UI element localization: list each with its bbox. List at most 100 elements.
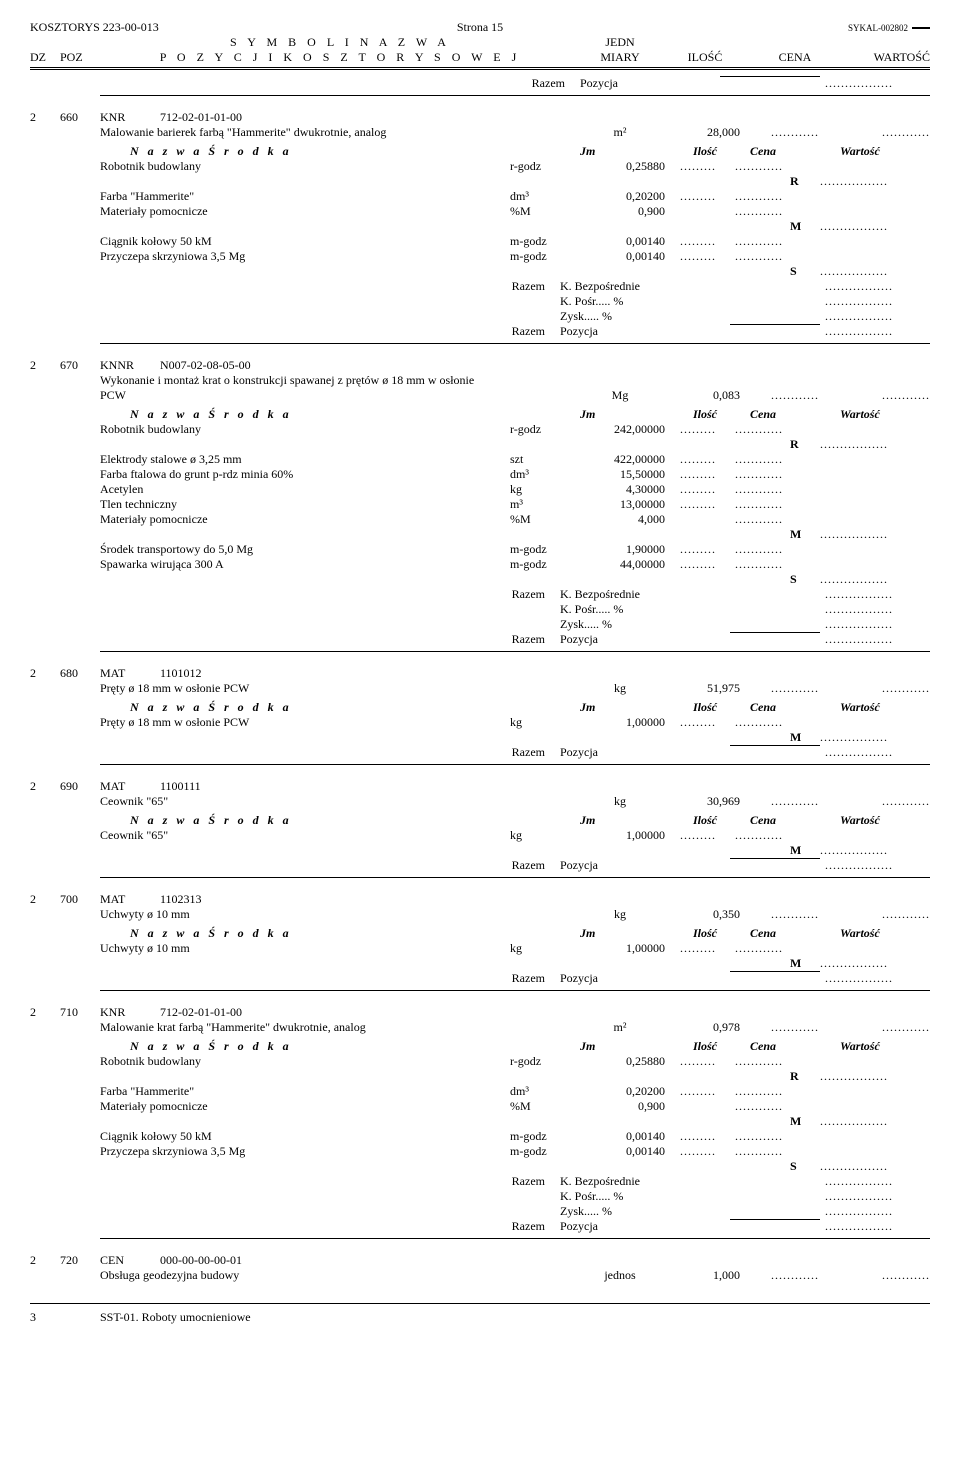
unit: kg	[580, 794, 660, 809]
calc-razem-poz: RazemPozycja.................	[30, 632, 930, 647]
poz-value: 690	[60, 779, 100, 794]
poz-value: 700	[60, 892, 100, 907]
quantity: 1,000	[660, 1268, 750, 1283]
top-razem-pozycja: Razem Pozycja .................	[30, 76, 930, 91]
calc-bezposrednie: RazemK. Bezpośrednie.................	[30, 1174, 930, 1189]
sum-s: S.................	[30, 572, 930, 587]
position-title: Malowanie krat farbą "Hammerite" dwukrot…	[100, 1020, 580, 1035]
srodka-header: N a z w a Ś r o d k a Jm Ilość Cena Wart…	[30, 407, 930, 422]
calc-razem-poz: RazemPozycja.................	[30, 858, 930, 873]
dz-value: 2	[30, 666, 60, 681]
page-number: Strona 15	[330, 20, 630, 35]
dots: ............	[840, 681, 930, 696]
sum-m: M.................	[30, 956, 930, 971]
column-headers: DZ POZ S Y M B O L I N A Z W A P O Z Y C…	[30, 35, 930, 68]
col-jedn: JEDN MIARY	[580, 35, 660, 65]
position-670: 2 670 KNNR N007-02-08-05-00 Wykonanie i …	[30, 358, 930, 652]
code-number: 1101012	[160, 666, 320, 681]
calc-bezposrednie: RazemK. Bezpośrednie.................	[30, 587, 930, 602]
sykal-code: SYKAL-002802	[848, 23, 930, 33]
item-row: Ciągnik kołowy 50 kM m-godz0,00140 .....…	[30, 1129, 930, 1144]
srodka-header: N a z w a Ś r o d k a JmIlość CenaWartoś…	[30, 926, 930, 941]
code-number: 712-02-01-01-00	[160, 110, 320, 125]
calc-razem-poz: RazemPozycja.................	[30, 971, 930, 986]
item-row: Elektrody stalowe ø 3,25 mm szt422,00000…	[30, 452, 930, 467]
footer-num: 3	[30, 1310, 60, 1325]
dots: ............	[840, 907, 930, 922]
item-row: Materiały pomocnicze %M4,000 ...........…	[30, 512, 930, 527]
code-type: MAT	[100, 779, 160, 794]
dots: ............	[840, 1020, 930, 1035]
item-row: Robotnik budowlany r-godz0,25880 .......…	[30, 1054, 930, 1069]
calc-zysk: Zysk..... %.................	[30, 617, 930, 632]
position-title: Pręty ø 18 mm w osłonie PCW	[100, 681, 580, 696]
col-cena: CENA	[750, 50, 840, 65]
quantity: 0,350	[660, 907, 750, 922]
position-title-line2: PCW	[100, 388, 580, 403]
unit: kg	[580, 681, 660, 696]
item-row: Pręty ø 18 mm w osłonie PCW kg1,00000 ..…	[30, 715, 930, 730]
poz-value: 660	[60, 110, 100, 125]
dots: ............	[750, 1268, 840, 1283]
poz-value: 670	[60, 358, 100, 373]
code-number: 712-02-01-01-00	[160, 1005, 320, 1020]
poz-value: 710	[60, 1005, 100, 1020]
doc-title: KOSZTORYS 223-00-013	[30, 20, 330, 35]
item-row: Farba ftalowa do grunt p-rdz minia 60% d…	[30, 467, 930, 482]
sum-m: M .................	[30, 219, 930, 234]
col-wartosc: WARTOŚĆ	[840, 50, 930, 65]
sykal-bar-icon	[912, 27, 930, 29]
calc-posr: K. Pośr..... %.................	[30, 602, 930, 617]
poz-value: 680	[60, 666, 100, 681]
item-row: Środek transportowy do 5,0 Mg m-godz1,90…	[30, 542, 930, 557]
sum-m: M.................	[30, 527, 930, 542]
quantity: 51,975	[660, 681, 750, 696]
srodka-header: N a z w a Ś r o d k a Jm Ilość Cena Wart…	[30, 144, 930, 159]
unit: kg	[580, 907, 660, 922]
dots: ............	[750, 907, 840, 922]
sum-s: S .................	[30, 264, 930, 279]
quantity: 28,000	[660, 125, 750, 140]
calc-zysk: Zysk..... % .................	[30, 309, 930, 324]
quantity: 0,978	[660, 1020, 750, 1035]
col-poz: POZ	[60, 50, 100, 65]
sum-r: R.................	[30, 437, 930, 452]
item-row: Robotnik budowlany r-godz 0,25880 ......…	[30, 159, 930, 174]
unit: Mg	[580, 388, 660, 403]
code-type: CEN	[100, 1253, 160, 1268]
item-row: Farba "Hammerite" dm³ 0,20200 ......... …	[30, 189, 930, 204]
sum-m: M.................	[30, 730, 930, 745]
code-type: KNNR	[100, 358, 160, 373]
dots: ............	[750, 125, 840, 140]
dz-value: 2	[30, 892, 60, 907]
srodka-header: N a z w a Ś r o d k a JmIlość CenaWartoś…	[30, 1039, 930, 1054]
item-row: Tlen techniczny m³13,00000 .............…	[30, 497, 930, 512]
item-row: Robotnik budowlany r-godz242,00000 .....…	[30, 422, 930, 437]
calc-razem-poz: RazemPozycja.................	[30, 745, 930, 760]
position-660: 2 660 KNR 712-02-01-01-00 Malowanie bari…	[30, 110, 930, 344]
sum-m: M.................	[30, 1114, 930, 1129]
col-ilosc: ILOŚĆ	[660, 50, 750, 65]
item-row: Spawarka wirująca 300 A m-godz44,00000 .…	[30, 557, 930, 572]
quantity: 30,969	[660, 794, 750, 809]
quantity: 0,083	[660, 388, 750, 403]
item-row: Acetylen kg4,30000 .....................	[30, 482, 930, 497]
dots: ............	[840, 1268, 930, 1283]
sum-r: R .................	[30, 174, 930, 189]
dz-value: 2	[30, 110, 60, 125]
unit: jednos	[580, 1268, 660, 1283]
calc-razem-poz: Razem Pozycja .................	[30, 324, 930, 339]
position-700: 2 700 MAT 1102313 Uchwyty ø 10 mm kg 0,3…	[30, 892, 930, 991]
page-header: KOSZTORYS 223-00-013 Strona 15 SYKAL-002…	[30, 20, 930, 70]
code-number: 000-00-00-00-01	[160, 1253, 320, 1268]
dz-value: 2	[30, 1005, 60, 1020]
dots: ............	[840, 125, 930, 140]
code-type: MAT	[100, 892, 160, 907]
item-row: Farba "Hammerite" dm³0,20200 ...........…	[30, 1084, 930, 1099]
dots: ............	[750, 681, 840, 696]
position-title: Ceownik "65"	[100, 794, 580, 809]
dots: ............	[840, 388, 930, 403]
item-row: Uchwyty ø 10 mm kg1,00000 ..............…	[30, 941, 930, 956]
code-number: N007-02-08-05-00	[160, 358, 320, 373]
sum-m: M.................	[30, 843, 930, 858]
